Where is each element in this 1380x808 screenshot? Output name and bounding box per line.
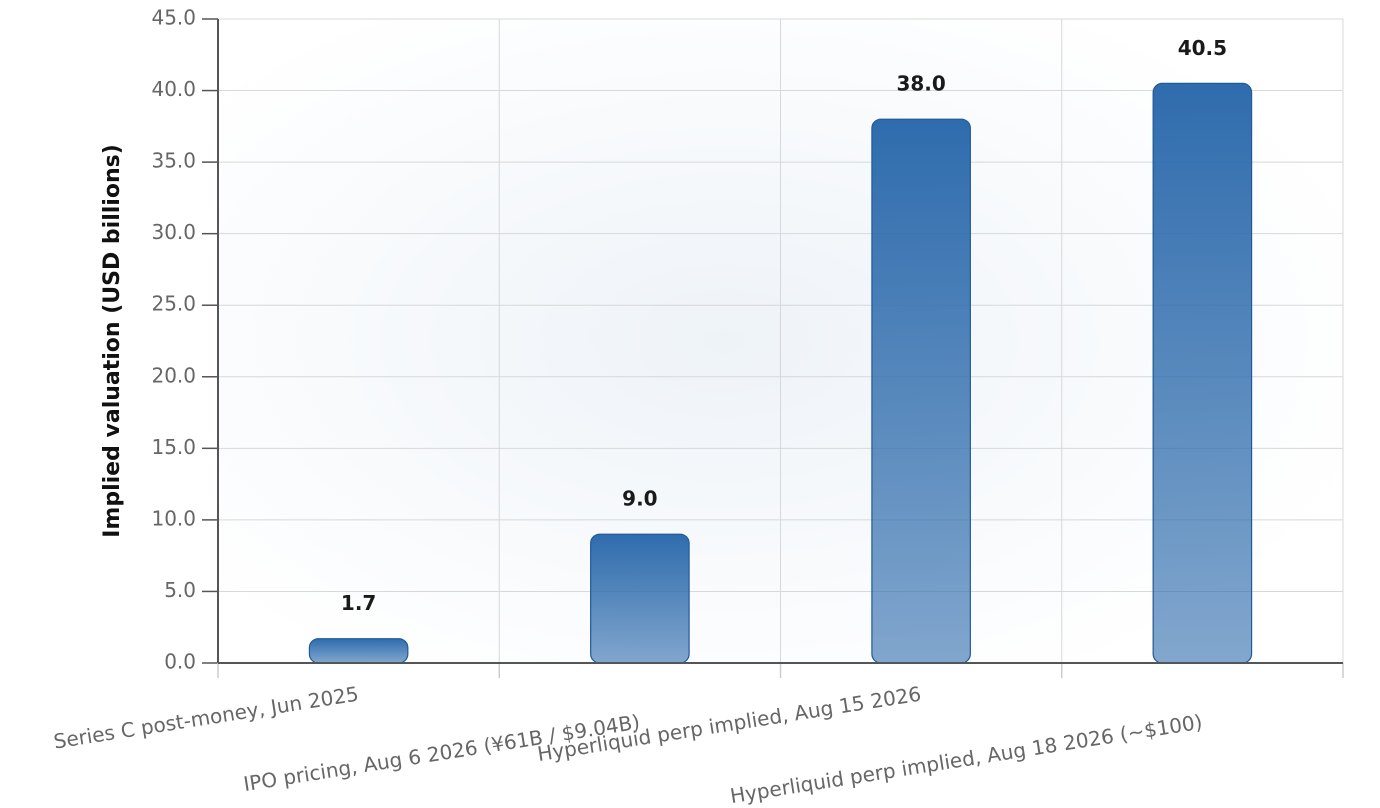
bar — [308, 638, 409, 664]
y-tick-label: 30.0 — [151, 220, 196, 244]
value-label: 38.0 — [896, 72, 945, 96]
bar — [1152, 82, 1253, 664]
y-tick-label: 5.0 — [164, 578, 196, 602]
y-tick-label: 20.0 — [151, 363, 196, 387]
y-tick-label: 25.0 — [151, 292, 196, 316]
value-label: 40.5 — [1178, 36, 1227, 60]
y-tick-label: 45.0 — [151, 6, 196, 30]
y-tick-label: 0.0 — [164, 650, 196, 674]
value-label: 1.7 — [341, 591, 376, 615]
y-axis-label: Implied valuation (USD billions) — [100, 144, 125, 538]
y-tick-label: 10.0 — [151, 506, 196, 530]
x-tick-label: Series C post-money, Jun 2025 — [52, 682, 360, 754]
y-tick-label: 40.0 — [151, 77, 196, 101]
bar — [871, 118, 971, 664]
bar — [590, 533, 690, 664]
value-label: 9.0 — [622, 487, 657, 511]
y-tick-label: 15.0 — [151, 435, 196, 459]
y-tick-label: 35.0 — [151, 149, 196, 173]
